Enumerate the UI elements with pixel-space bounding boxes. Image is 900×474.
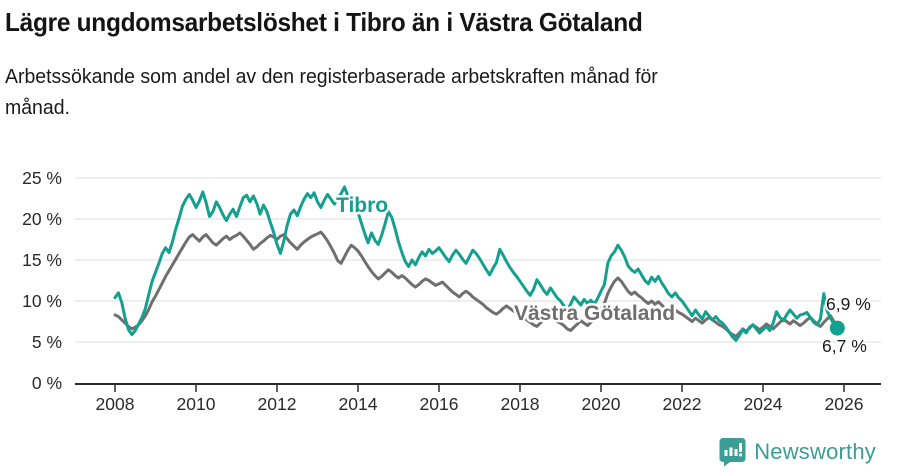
x-axis-label: 2014 [339, 394, 378, 414]
x-axis-label: 2024 [744, 394, 783, 414]
y-axis-label: 20 % [22, 209, 62, 229]
x-axis-label: 2012 [258, 394, 297, 414]
newsworthy-wordmark: Newsworthy [754, 438, 876, 464]
y-axis-label: 15 % [22, 250, 62, 270]
y-axis-label: 0 % [32, 373, 62, 393]
vastra-gotaland-line [113, 230, 839, 338]
vastra-gotaland-end-value-label: 6,9 % [826, 294, 871, 314]
vastra-gotaland-series-label: Västra Götaland [514, 302, 675, 325]
x-axis-label: 2022 [663, 394, 702, 414]
tibro-series-label: Tibro [336, 194, 388, 217]
page-title: Lägre ungdomsarbetslöshet i Tibro än i V… [5, 7, 643, 37]
y-axis-label: 10 % [22, 291, 62, 311]
chart-subtitle: Arbetssökande som andel av den registerb… [5, 64, 658, 119]
x-axis-label: 2010 [177, 394, 216, 414]
tibro-end-value-label: 6,7 % [822, 336, 867, 356]
x-axis-label: 2020 [582, 394, 621, 414]
newsworthy-bubble-chart-icon [719, 438, 746, 466]
x-axis-label: 2018 [501, 394, 540, 414]
x-axis-label: 2008 [96, 394, 135, 414]
newsworthy-logo: Newsworthy [719, 437, 876, 466]
y-axis-label: 25 % [22, 168, 62, 188]
x-axis-label: 2016 [420, 394, 459, 414]
x-axis-label: 2026 [825, 394, 864, 414]
y-axis-label: 5 % [32, 332, 62, 352]
tibro-line [113, 185, 839, 342]
tibro-end-dot [829, 320, 845, 336]
